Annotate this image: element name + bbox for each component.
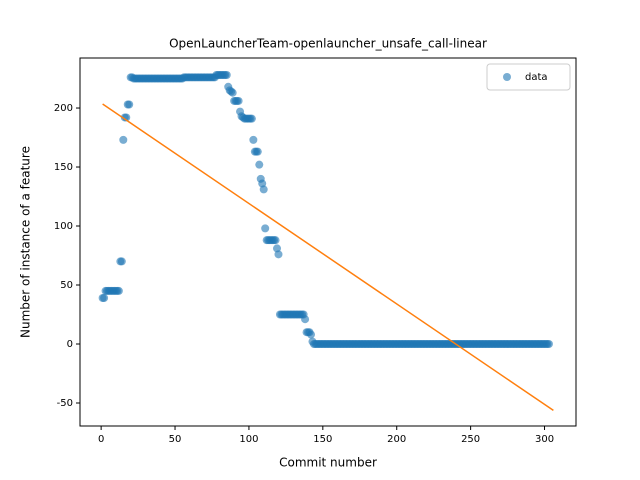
data-point: [249, 135, 258, 144]
data-point: [247, 114, 256, 123]
data-point: [222, 70, 231, 79]
legend-label: data: [525, 72, 548, 83]
data-point: [100, 293, 109, 302]
x-tick-label: 50: [169, 434, 182, 445]
data-point: [274, 250, 283, 259]
legend-marker: [503, 73, 511, 81]
x-tick-label: 250: [461, 434, 480, 445]
data-point: [301, 315, 310, 324]
data-point: [271, 236, 280, 245]
y-axis-label: Number of instance of a feature: [19, 146, 33, 338]
y-tick-label: 100: [54, 221, 73, 232]
data-point: [255, 160, 264, 169]
data-point: [114, 286, 123, 295]
data-point: [253, 147, 262, 156]
data-point: [259, 185, 268, 194]
fit-line: [102, 103, 554, 412]
axes-frame: [79, 57, 577, 427]
data-point: [544, 339, 553, 348]
y-tick-label: 200: [54, 103, 73, 114]
chart-title: OpenLauncherTeam-openlauncher_unsafe_cal…: [169, 37, 487, 51]
x-tick-label: 150: [313, 434, 332, 445]
y-tick-label: 150: [54, 162, 73, 173]
x-tick-label: 100: [239, 434, 258, 445]
data-point: [125, 100, 134, 109]
x-tick-label: 0: [98, 434, 104, 445]
x-tick-label: 300: [535, 434, 554, 445]
y-tick-label: -50: [57, 398, 73, 409]
x-tick-label: 200: [387, 434, 406, 445]
data-point: [119, 135, 128, 144]
data-point: [228, 88, 237, 97]
y-tick-label: 0: [67, 339, 73, 350]
x-axis-label: Commit number: [279, 456, 377, 470]
data-point: [117, 257, 126, 266]
data-point: [261, 224, 270, 233]
y-tick-label: 50: [60, 280, 73, 291]
legend-box: [486, 63, 571, 91]
data-point: [234, 96, 243, 105]
data-point: [307, 330, 316, 339]
